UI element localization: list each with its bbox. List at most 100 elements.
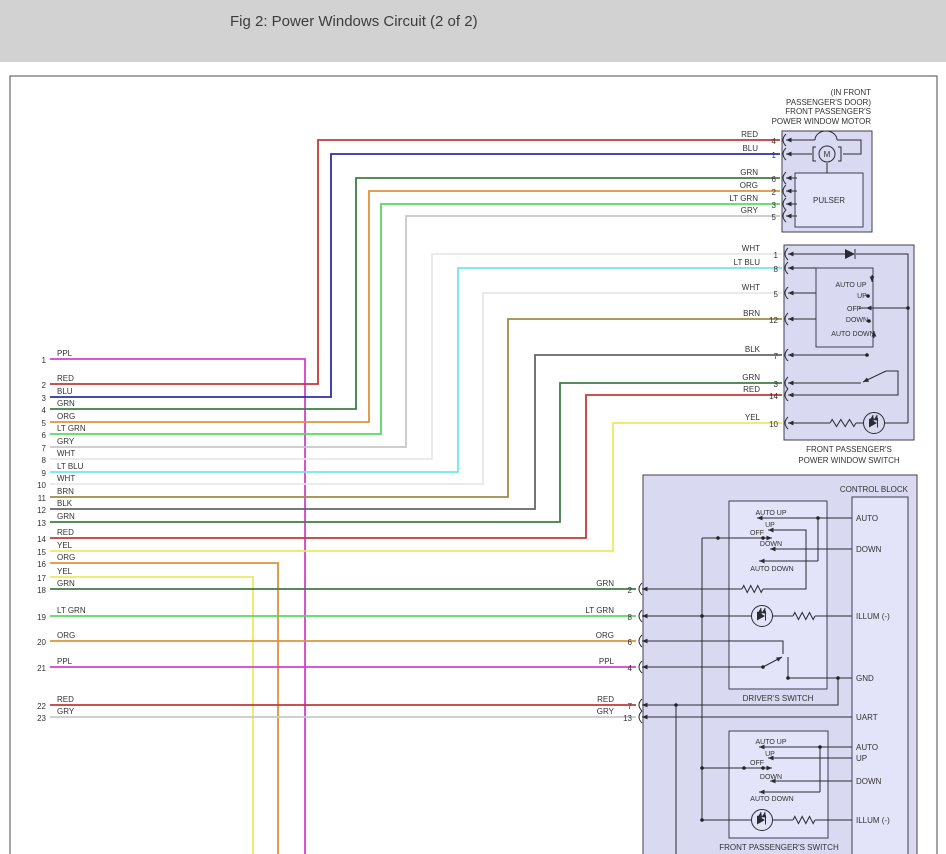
right-pin-number: 6 — [772, 175, 777, 184]
right-pin-number: 7 — [774, 352, 779, 361]
right-wire-label: GRN — [740, 168, 758, 177]
connector-bracket-icon — [784, 312, 789, 326]
junction-dot — [700, 818, 704, 822]
right-pin-number: 3 — [772, 201, 777, 210]
right-pin-number: 1 — [772, 151, 777, 160]
connector-bracket-icon — [782, 209, 787, 223]
left-wire-label: PPL — [57, 657, 73, 666]
junction-dot — [700, 766, 704, 770]
right-wire-label: LT GRN — [729, 194, 758, 203]
connector-arrowhead — [786, 175, 792, 181]
right-wire-label: GRY — [597, 707, 615, 716]
left-pin-number: 8 — [42, 456, 47, 465]
junction-dot — [742, 766, 746, 770]
right-wire-label: ORG — [596, 631, 614, 640]
junction-dot — [674, 703, 678, 707]
component-label: FRONT PASSENGER'S — [785, 107, 871, 116]
led-icon — [751, 605, 773, 627]
connector-bracket-icon — [784, 286, 789, 300]
right-wire-label: YEL — [745, 413, 761, 422]
component-label: FRONT PASSENGER'S — [806, 445, 892, 454]
connector-bracket-icon — [784, 416, 789, 430]
connector-bracket-icon — [638, 582, 643, 596]
left-pin-number: 12 — [37, 506, 46, 515]
connector-bracket-icon — [638, 634, 643, 648]
component-label: OFF — [750, 530, 764, 537]
component-label: UP — [856, 754, 867, 763]
right-pin-number: 6 — [628, 638, 633, 647]
wire-14-red — [50, 394, 782, 539]
connector-bracket-icon — [782, 197, 787, 211]
motor-icon — [818, 145, 836, 163]
component-label: AUTO DOWN — [750, 796, 793, 803]
left-pin-number: 4 — [42, 406, 47, 415]
connector-arrowhead — [788, 380, 794, 386]
left-wire-label: ORG — [57, 631, 75, 640]
left-wire-label: GRN — [57, 399, 75, 408]
circuit-line — [812, 146, 816, 162]
right-wire-label: LT BLU — [734, 258, 761, 267]
component-label: POWER WINDOW SWITCH — [798, 456, 900, 465]
circuit-line — [838, 146, 842, 162]
connector-arrowhead — [788, 290, 794, 296]
component-label: FRONT PASSENGER'S SWITCH — [719, 843, 839, 852]
wire-2-red — [50, 139, 780, 385]
connector-bracket-icon — [638, 698, 643, 712]
component-label: PASSENGER'S DOOR) — [786, 98, 871, 107]
arrowhead — [757, 812, 763, 818]
component-label: AUTO UP — [756, 739, 787, 746]
right-pin-number: 4 — [628, 664, 633, 673]
wire-16-org — [50, 562, 279, 854]
left-pin-number: 6 — [42, 431, 47, 440]
connector-arrowhead — [788, 352, 794, 358]
connector-bracket-icon — [782, 171, 787, 185]
component-label: GND — [856, 674, 874, 683]
left-pin-number: 22 — [37, 702, 46, 711]
component-label: UP — [765, 751, 775, 758]
left-wire-label: ORG — [57, 412, 75, 421]
wire-17-yel — [50, 576, 254, 854]
right-wire-label: WHT — [742, 283, 760, 292]
connector-arrowhead — [786, 188, 792, 194]
component-label: AUTO DOWN — [750, 566, 793, 573]
connector-bracket-icon — [784, 388, 789, 402]
connector-arrowhead — [788, 420, 794, 426]
left-pin-number: 17 — [37, 574, 46, 583]
component-label: AUTO — [856, 514, 878, 523]
connector-bracket-icon — [782, 147, 787, 161]
junction-dot — [836, 676, 840, 680]
circuit-line — [856, 253, 909, 423]
arrowhead — [757, 608, 763, 614]
left-wire-label: ORG — [57, 553, 75, 562]
right-pin-number: 4 — [772, 137, 777, 146]
contact-arrowhead — [866, 305, 872, 311]
component-label: ILLUM (-) — [856, 612, 890, 621]
led-triangle — [869, 418, 877, 428]
component-label: OFF — [847, 306, 861, 313]
contact-arrowhead — [766, 535, 772, 541]
contact-line — [763, 529, 807, 590]
left-pin-number: 13 — [37, 519, 46, 528]
left-pin-number: 16 — [37, 560, 46, 569]
wire-4-grn — [50, 177, 780, 410]
wire-7-gry — [50, 215, 780, 448]
led-icon — [863, 412, 885, 434]
left-wire-label: LT GRN — [57, 606, 86, 615]
wire-9-lt-blu — [50, 267, 782, 473]
wire-3-blu — [50, 153, 780, 398]
connector-arrowhead — [642, 702, 648, 708]
left-wire-label: BLU — [57, 387, 73, 396]
left-pin-number: 20 — [37, 638, 46, 647]
arrowhead — [869, 415, 875, 421]
component-label: AUTO — [856, 743, 878, 752]
resistor-icon — [792, 611, 816, 621]
left-wire-label: WHT — [57, 449, 75, 458]
junction-dot — [867, 319, 871, 323]
wire-10-wht — [50, 292, 782, 485]
connector-arrowhead — [642, 638, 648, 644]
wire-8-wht — [50, 253, 782, 460]
figure-title: Fig 2: Power Windows Circuit (2 of 2) — [230, 13, 478, 30]
junction-dot — [700, 614, 704, 618]
right-wire-label: ORG — [740, 181, 758, 190]
junction-dot — [761, 665, 765, 669]
